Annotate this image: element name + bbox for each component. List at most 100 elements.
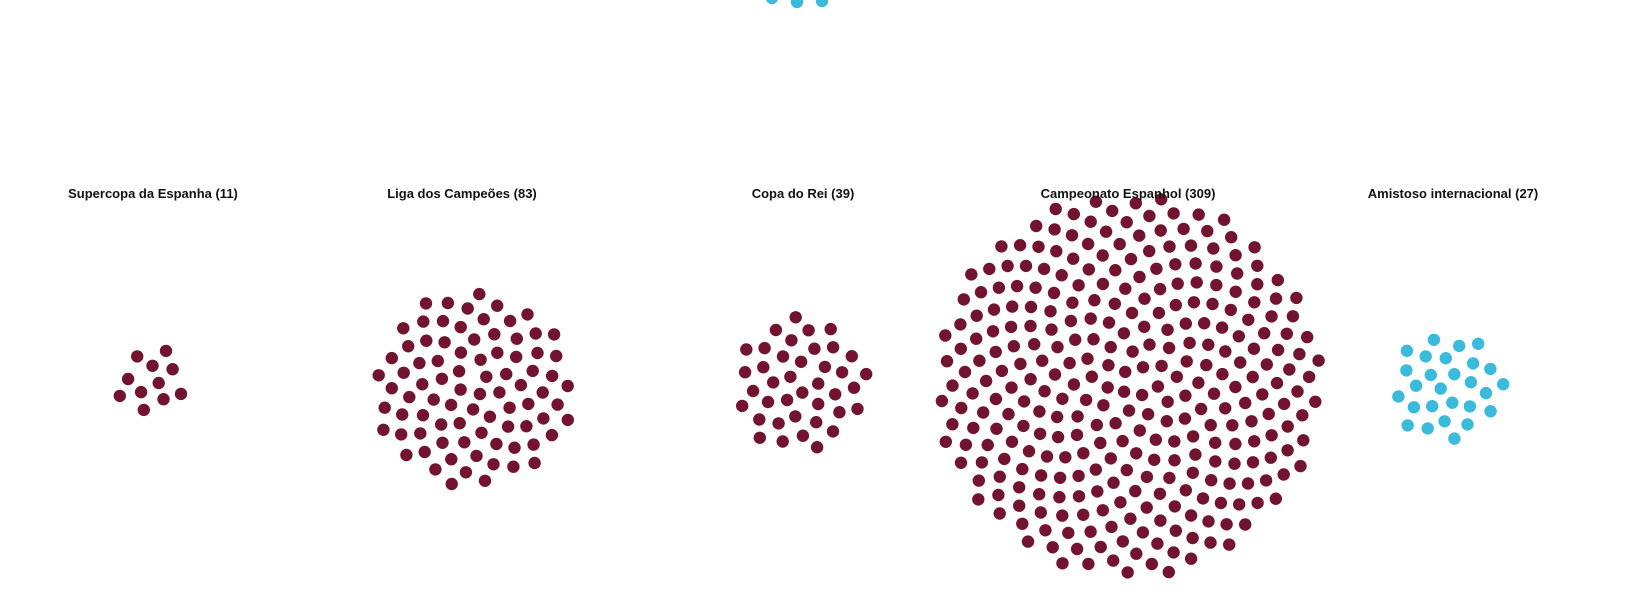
dot <box>1117 385 1131 398</box>
dot <box>954 342 967 355</box>
dot <box>1161 323 1174 336</box>
dot <box>508 441 521 454</box>
dot <box>767 376 780 389</box>
dot <box>954 318 967 331</box>
dot <box>1177 222 1190 236</box>
dot <box>1224 303 1238 317</box>
dot <box>1248 435 1261 448</box>
dot <box>1033 488 1046 501</box>
dot <box>812 397 825 411</box>
dot <box>418 445 431 459</box>
dot <box>1210 260 1223 273</box>
dot <box>970 332 983 345</box>
dot <box>1126 345 1139 358</box>
dot <box>1239 518 1252 531</box>
dot <box>824 322 837 336</box>
dot <box>1179 317 1193 330</box>
dot <box>1021 535 1035 548</box>
dot <box>1219 402 1232 415</box>
dot <box>445 477 458 491</box>
dot <box>435 418 448 431</box>
dot <box>1169 258 1182 271</box>
dot <box>503 314 517 328</box>
dot <box>998 452 1011 466</box>
dot <box>1201 224 1214 238</box>
dot <box>1312 354 1325 367</box>
dot <box>1090 418 1104 432</box>
dot <box>1048 368 1062 381</box>
dot <box>1264 451 1278 464</box>
dot <box>377 423 390 436</box>
dot <box>967 421 980 435</box>
cluster-copa-do-rei <box>736 311 873 454</box>
dot <box>860 367 873 381</box>
dot <box>1479 386 1493 400</box>
dot <box>1180 355 1193 368</box>
dot <box>1484 362 1497 376</box>
dot <box>1051 340 1064 354</box>
dot <box>1029 281 1042 294</box>
dot <box>1301 330 1314 344</box>
dot <box>1135 388 1149 402</box>
dot <box>1153 487 1167 500</box>
partial-cluster-top <box>766 0 829 9</box>
dot <box>1206 297 1219 311</box>
dot <box>1051 430 1065 444</box>
dot <box>1102 359 1115 372</box>
dot <box>780 393 794 407</box>
dot <box>166 363 179 376</box>
dot <box>1189 257 1202 270</box>
dot <box>1248 296 1261 309</box>
dot <box>1178 412 1192 425</box>
cluster-campeonato-espanhol <box>935 193 1325 579</box>
dot <box>396 408 409 421</box>
cluster-amistoso-internacional <box>1392 333 1510 445</box>
dot <box>1108 297 1122 310</box>
dot <box>1392 390 1405 403</box>
dot <box>1270 376 1284 390</box>
dot <box>1283 363 1296 376</box>
dot <box>1050 410 1064 424</box>
dot <box>1204 536 1217 549</box>
dot <box>1226 419 1239 432</box>
dot <box>436 436 449 449</box>
dot <box>146 359 159 372</box>
dot <box>1171 277 1184 290</box>
dot <box>473 387 487 401</box>
dot <box>1006 300 1019 313</box>
dot <box>416 378 429 391</box>
dot <box>776 435 789 448</box>
dot <box>395 428 408 441</box>
dot <box>1154 224 1167 237</box>
dot <box>1143 244 1156 258</box>
dot <box>491 299 504 312</box>
dot <box>1246 456 1260 469</box>
dot <box>1162 565 1176 579</box>
dot <box>1161 395 1174 408</box>
dot <box>1097 399 1110 412</box>
dot <box>1215 321 1229 334</box>
dot <box>1463 400 1477 413</box>
dot <box>1162 341 1176 355</box>
dot <box>1138 320 1151 333</box>
dot <box>1163 240 1176 253</box>
dot <box>1202 515 1215 528</box>
dot <box>1407 401 1421 414</box>
dot <box>159 344 173 358</box>
cluster-title-liga-campeoes: Liga dos Campeões (83) <box>387 186 537 201</box>
dot <box>1053 471 1067 484</box>
dot <box>1260 358 1274 371</box>
dot <box>1251 278 1264 291</box>
dot <box>1251 496 1264 510</box>
dot <box>417 315 430 328</box>
dot <box>1247 342 1261 355</box>
dot <box>1143 338 1156 351</box>
dot <box>1245 415 1258 428</box>
dot <box>1214 496 1228 510</box>
dot <box>1169 298 1183 312</box>
dot <box>1258 327 1271 340</box>
dot <box>1262 407 1275 421</box>
dot <box>1016 517 1029 530</box>
dot <box>416 409 430 422</box>
dot <box>1071 410 1084 423</box>
